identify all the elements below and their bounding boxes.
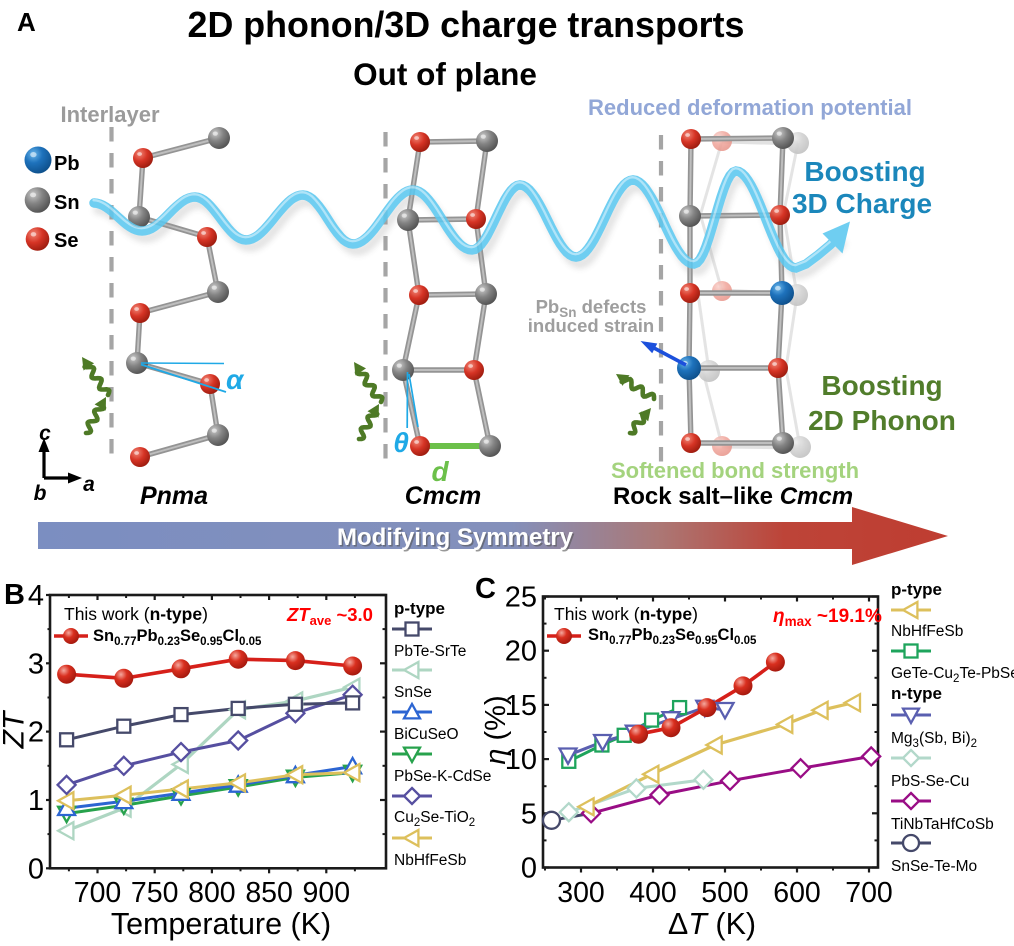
svg-text:0: 0 — [521, 853, 537, 885]
svg-text:NbHfFeSb: NbHfFeSb — [394, 852, 466, 869]
svg-text:This work (n-type): This work (n-type) — [554, 604, 698, 624]
svg-text:700: 700 — [74, 877, 122, 909]
svg-text:Reduced deformation potential: Reduced deformation potential — [588, 95, 912, 120]
svg-text:2D Phonon: 2D Phonon — [808, 405, 956, 436]
svg-text:θ: θ — [393, 427, 409, 458]
svg-text:Boosting: Boosting — [821, 370, 942, 401]
svg-text:SnSe-Te-Mo: SnSe-Te-Mo — [891, 858, 977, 875]
svg-text:induced strain: induced strain — [528, 315, 654, 336]
svg-text:B: B — [4, 579, 25, 611]
svg-text:3: 3 — [28, 648, 44, 680]
svg-text:c: c — [39, 422, 51, 445]
svg-text:b: b — [34, 482, 47, 505]
svg-text:Cmcm: Cmcm — [405, 482, 481, 510]
svg-text:Temperature (K): Temperature (K) — [111, 907, 331, 941]
svg-text:A: A — [17, 7, 36, 37]
svg-text:5: 5 — [521, 798, 537, 830]
svg-text:700: 700 — [845, 877, 893, 909]
svg-text:p-type: p-type — [891, 580, 942, 599]
svg-text:Sn: Sn — [54, 192, 80, 214]
svg-text:NbHfFeSb: NbHfFeSb — [891, 623, 963, 640]
svg-text:Rock salt–like Cmcm: Rock salt–like Cmcm — [613, 483, 853, 510]
svg-text:3D Charge: 3D Charge — [792, 188, 932, 219]
svg-text:a: a — [83, 473, 95, 496]
svg-text:300: 300 — [557, 877, 605, 909]
svg-text:This work (n-type): This work (n-type) — [64, 604, 208, 624]
svg-text:SnSe: SnSe — [394, 684, 432, 701]
svg-text:α: α — [226, 364, 245, 395]
svg-text:ZT: ZT — [0, 709, 31, 749]
svg-text:Pb: Pb — [54, 153, 80, 175]
svg-text:2D phonon/3D charge transports: 2D phonon/3D charge transports — [188, 5, 745, 45]
svg-text:900: 900 — [303, 877, 351, 909]
svg-text:4: 4 — [28, 580, 44, 612]
svg-text:400: 400 — [629, 877, 677, 909]
svg-text:1: 1 — [28, 785, 44, 817]
svg-text:20: 20 — [505, 636, 537, 668]
svg-text:850: 850 — [245, 877, 293, 909]
svg-text:750: 750 — [131, 877, 179, 909]
svg-text:Modifying Symmetry: Modifying Symmetry — [337, 524, 574, 551]
svg-text:PbTe-SrTe: PbTe-SrTe — [394, 643, 466, 660]
svg-text:n-type: n-type — [891, 684, 942, 703]
svg-text:800: 800 — [188, 877, 236, 909]
svg-text:25: 25 — [505, 582, 537, 614]
svg-text:Se: Se — [54, 230, 78, 252]
svg-text:500: 500 — [701, 877, 749, 909]
svg-text:Boosting: Boosting — [804, 156, 925, 187]
svg-text:PbS-Se-Cu: PbS-Se-Cu — [891, 773, 969, 790]
svg-text:BiCuSeO: BiCuSeO — [394, 726, 459, 743]
svg-text:600: 600 — [773, 877, 821, 909]
svg-text:TiNbTaHfCoSb: TiNbTaHfCoSb — [891, 816, 994, 833]
svg-text:p-type: p-type — [394, 599, 445, 618]
svg-text:PbSe-K-CdSe: PbSe-K-CdSe — [394, 768, 491, 785]
svg-text:η (%): η (%) — [480, 695, 512, 764]
svg-text:ΔT (K): ΔT (K) — [668, 907, 756, 941]
svg-text:Softened bond strength: Softened bond strength — [611, 458, 859, 483]
svg-text:Out of plane: Out of plane — [353, 56, 537, 92]
svg-text:C: C — [475, 573, 496, 605]
svg-text:Pnma: Pnma — [140, 482, 208, 510]
svg-text:0: 0 — [28, 853, 44, 885]
svg-text:Interlayer: Interlayer — [60, 102, 159, 127]
